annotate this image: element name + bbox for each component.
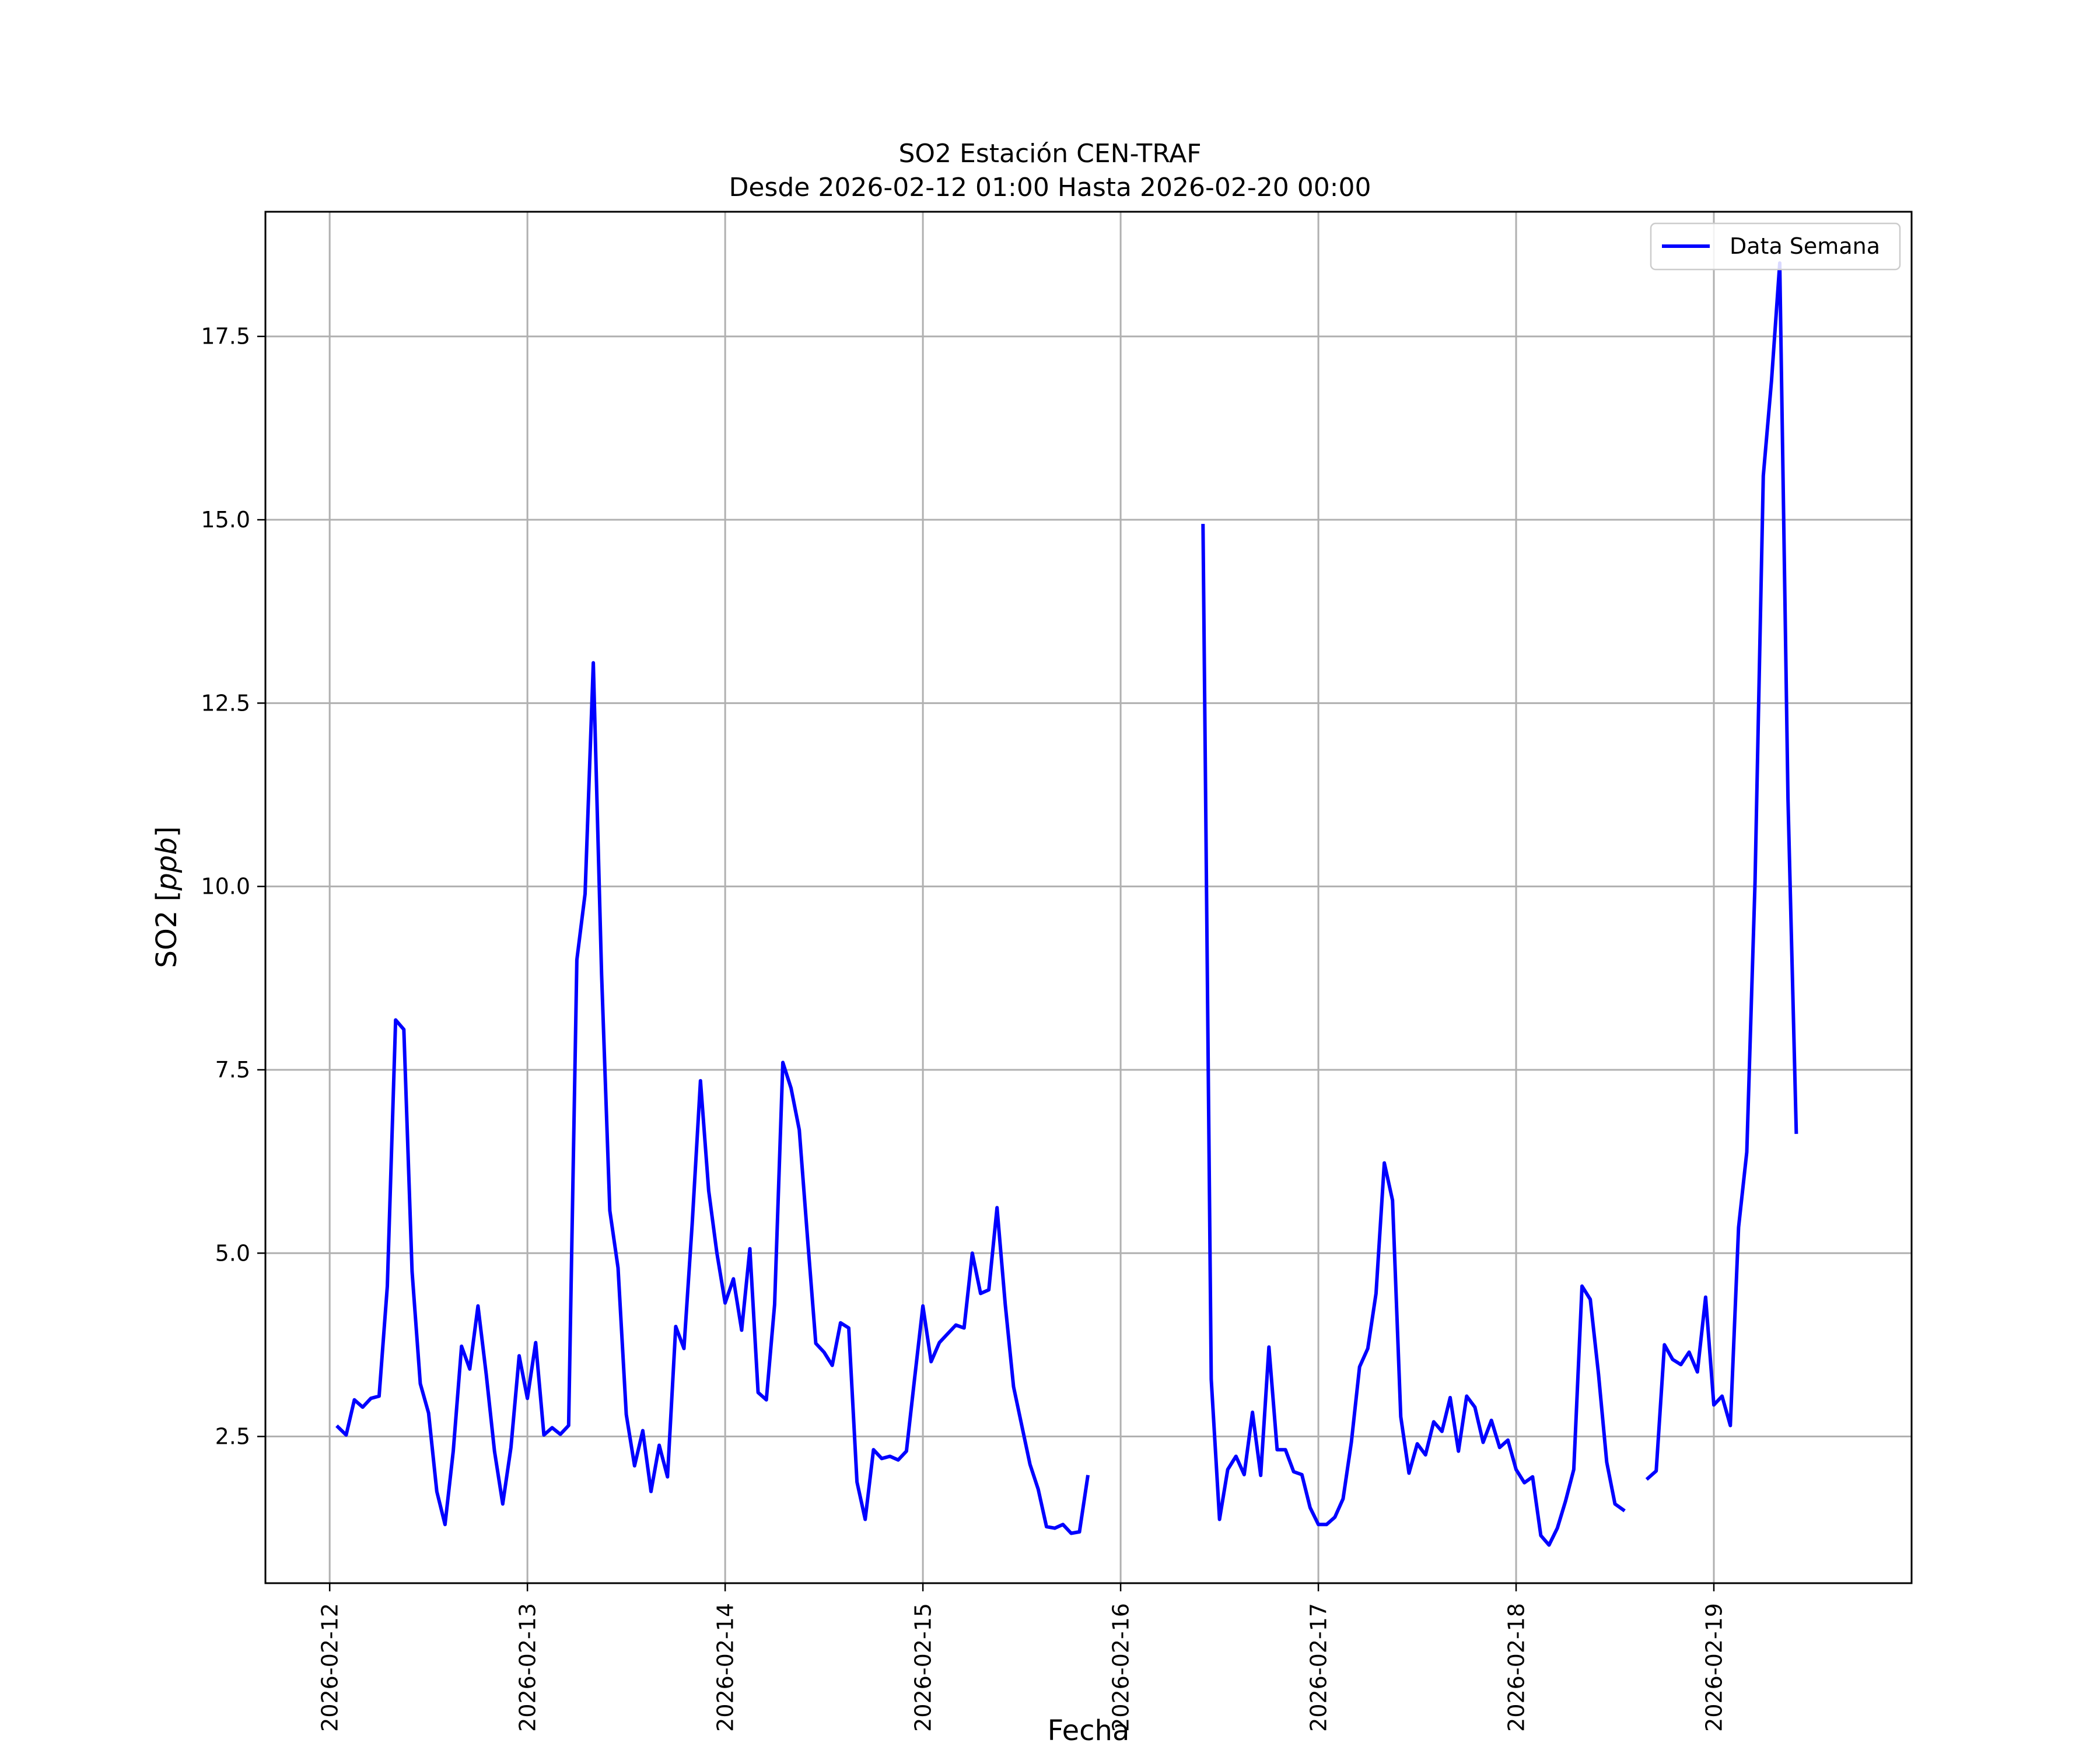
x-tick-label: 2026-02-19: [1701, 1603, 1727, 1732]
series-line-segment: [1645, 261, 1798, 1481]
y-axis-label-suffix: ]: [150, 827, 183, 838]
legend-label: Data Semana: [1730, 233, 1880, 259]
x-tick-label: 2026-02-14: [712, 1603, 738, 1732]
y-axis-label-unit: ppb: [150, 837, 183, 891]
plot-frame: [264, 211, 1913, 1584]
x-tick-label: 2026-02-17: [1306, 1603, 1331, 1732]
y-tick-label: 7.5: [215, 1057, 250, 1083]
y-tick-label: 12.5: [201, 690, 250, 716]
x-tick-label: 2026-02-18: [1503, 1603, 1529, 1732]
x-tick-label: 2026-02-12: [317, 1603, 342, 1732]
series-line-segment: [335, 661, 1090, 1535]
x-tick-label: 2026-02-13: [514, 1603, 540, 1732]
series-line-segment: [1201, 524, 1626, 1547]
y-tick-label: 10.0: [201, 874, 250, 900]
series-layer: [335, 261, 1798, 1547]
x-tick-label: 2026-02-16: [1108, 1603, 1133, 1732]
legend-box: [1650, 222, 1901, 271]
chart-subtitle: Desde 2026-02-12 01:00 Hasta 2026-02-20 …: [729, 173, 1371, 202]
chart-title: SO2 Estación CEN-TRAF: [898, 139, 1201, 169]
x-axis-label: Fecha: [1048, 1714, 1130, 1747]
y-tick-label: 17.5: [201, 324, 250, 349]
y-tick-label: 2.5: [215, 1424, 250, 1450]
x-tick-label: 2026-02-15: [910, 1603, 936, 1732]
y-axis-ticks: 2.5 5.0 7.5 10.0 12.5 15.0 17.5: [201, 324, 265, 1450]
grid-lines: [265, 212, 1912, 1583]
y-tick-label: 15.0: [201, 507, 250, 533]
legend: Data Semana: [1650, 222, 1901, 271]
y-axis-label: SO2 [ppb]: [150, 827, 183, 968]
x-axis-ticks: 2026-02-12 2026-02-13 2026-02-14 2026-02-15…: [317, 1583, 1727, 1732]
y-axis-label-prefix: SO2 [: [150, 891, 183, 968]
y-tick-label: 5.0: [215, 1240, 250, 1266]
